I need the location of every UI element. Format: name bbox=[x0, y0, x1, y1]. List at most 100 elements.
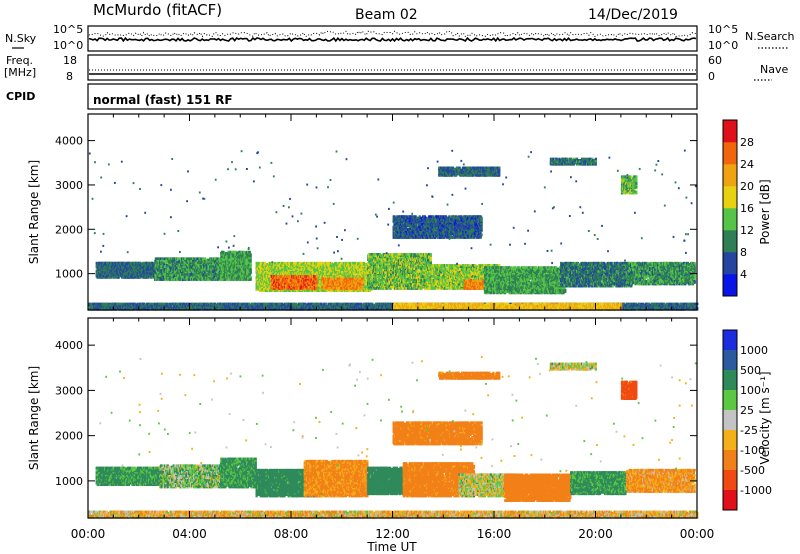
heatmap-cell bbox=[138, 276, 141, 279]
heatmap-cell bbox=[200, 262, 203, 266]
heatmap-cell bbox=[260, 286, 263, 290]
heatmap-cell bbox=[125, 269, 128, 273]
heatmap-cell bbox=[200, 266, 203, 270]
heatmap-cell bbox=[97, 269, 100, 273]
nave-tick-top: 60 bbox=[708, 54, 722, 67]
nsearch-tick-bottom: 10^0 bbox=[708, 39, 738, 52]
heatmap-cell bbox=[98, 276, 101, 279]
heatmap-cell bbox=[209, 265, 212, 268]
heatmap-cell bbox=[190, 273, 193, 276]
heatmap-cell bbox=[106, 276, 109, 279]
heatmap-cell bbox=[179, 278, 182, 281]
heatmap-cell bbox=[162, 266, 165, 270]
freq-strip: Freq. [MHz] 18 8 60 0 Nave bbox=[4, 54, 788, 83]
freq-unit: [MHz] bbox=[4, 66, 36, 79]
cpid-strip: CPID normal (fast) 151 RF bbox=[6, 83, 698, 110]
heatmap-cell bbox=[256, 288, 259, 291]
heatmap-cell bbox=[215, 257, 218, 260]
heatmap-cell bbox=[196, 273, 199, 276]
nsky-strip: N.Sky 10^5 10^0 10^5 10^0 N.Search bbox=[5, 23, 795, 52]
heatmap-cell bbox=[198, 271, 201, 275]
heatmap-cell bbox=[147, 276, 150, 279]
heatmap-cell bbox=[148, 261, 151, 265]
freq-tick-top: 18 bbox=[63, 54, 77, 67]
heatmap-cell bbox=[340, 261, 343, 265]
heatmap-cell bbox=[256, 273, 259, 277]
heatmap-cell bbox=[225, 252, 228, 255]
heatmap-cell bbox=[99, 261, 102, 265]
station-title: McMurdo (fitACF) bbox=[93, 1, 222, 19]
heatmap-cell bbox=[163, 262, 166, 266]
heatmap-cell bbox=[249, 259, 252, 263]
heatmap-cell bbox=[236, 278, 239, 281]
heatmap-cell bbox=[134, 276, 137, 279]
heatmap-cell bbox=[188, 262, 191, 266]
nsky-series bbox=[88, 36, 697, 43]
heatmap-cell bbox=[141, 276, 144, 279]
heatmap-cell bbox=[132, 276, 135, 279]
date-title: 14/Dec/2019 bbox=[588, 7, 678, 23]
nsearch-series bbox=[88, 30, 697, 38]
heatmap-cell bbox=[121, 276, 124, 279]
beam-title: Beam 02 bbox=[355, 7, 418, 23]
heatmap-cell bbox=[156, 266, 159, 270]
heatmap-cell bbox=[170, 263, 173, 267]
heatmap-cell bbox=[225, 261, 228, 264]
heatmap-cell bbox=[208, 273, 211, 276]
heatmap-cell bbox=[212, 270, 215, 274]
heatmap-cell bbox=[203, 257, 207, 260]
nave-label: Nave bbox=[760, 63, 788, 76]
nsearch-label: N.Search bbox=[745, 30, 795, 43]
heatmap-cell bbox=[124, 261, 127, 265]
heatmap-cell bbox=[249, 262, 252, 266]
heatmap-cell bbox=[111, 261, 114, 265]
heatmap-cell bbox=[259, 285, 262, 288]
heatmap-cell bbox=[263, 261, 267, 265]
heatmap-cell bbox=[99, 269, 102, 273]
heatmap-cell bbox=[169, 266, 172, 270]
heatmap-cell bbox=[207, 278, 210, 281]
heatmap-cell bbox=[117, 276, 120, 279]
heatmap-cell bbox=[315, 275, 318, 278]
heatmap-cell bbox=[196, 257, 199, 260]
heatmap-cell bbox=[142, 261, 145, 265]
heatmap-cell bbox=[249, 269, 252, 272]
heatmap-cell bbox=[266, 286, 269, 290]
heatmap-cell bbox=[139, 261, 142, 265]
heatmap-cell bbox=[162, 257, 165, 260]
heatmap-cell bbox=[110, 276, 113, 279]
heatmap-cell bbox=[266, 284, 269, 287]
nsky-tick-top: 10^5 bbox=[53, 23, 83, 36]
heatmap-cell bbox=[315, 279, 318, 282]
heatmap-cell bbox=[249, 267, 252, 271]
heatmap-cell bbox=[102, 274, 105, 278]
heatmap-cell bbox=[147, 269, 150, 273]
heatmap-cell bbox=[257, 286, 260, 290]
nave-tick-bottom: 0 bbox=[708, 70, 715, 83]
heatmap-cell bbox=[113, 276, 116, 279]
nsky-label: N.Sky bbox=[5, 32, 37, 45]
freq-frame bbox=[87, 54, 698, 81]
heatmap-cell bbox=[248, 250, 251, 254]
heatmap-cell bbox=[150, 276, 153, 279]
heatmap-cell bbox=[246, 274, 249, 277]
freq-label: Freq. bbox=[6, 54, 33, 67]
heatmap-cell bbox=[184, 257, 187, 260]
nsearch-tick-top: 10^5 bbox=[708, 23, 738, 36]
heatmap-cell bbox=[315, 281, 318, 285]
nsky-frame bbox=[87, 25, 698, 52]
heatmap-cell bbox=[241, 261, 245, 264]
heatmap-cell bbox=[229, 250, 232, 254]
cpid-label: CPID bbox=[6, 90, 35, 103]
heatmap-cell bbox=[158, 266, 161, 270]
freq-tick-bottom: 8 bbox=[66, 70, 73, 83]
heatmap-cell bbox=[245, 258, 248, 262]
heatmap-cell bbox=[145, 268, 148, 271]
heatmap-cell bbox=[247, 261, 250, 264]
power-heatmap bbox=[88, 149, 699, 311]
heatmap-cell bbox=[195, 261, 198, 264]
heatmap-cell bbox=[138, 263, 141, 266]
heatmap-cell bbox=[95, 261, 98, 265]
